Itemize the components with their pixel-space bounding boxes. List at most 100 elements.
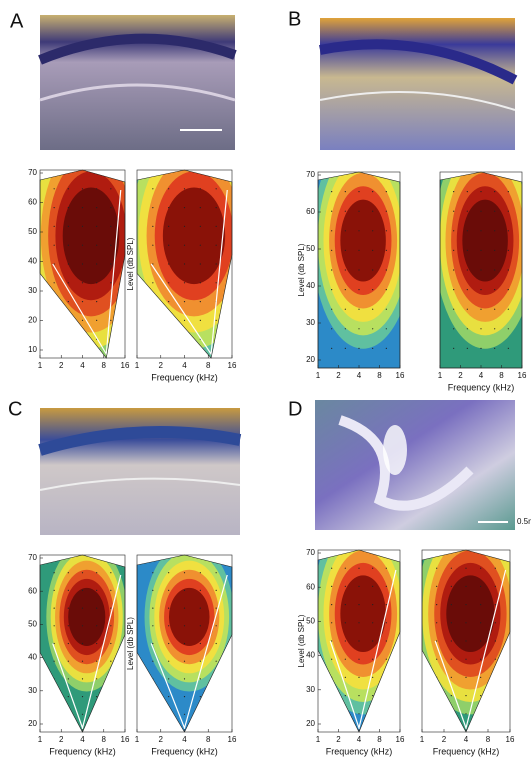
sample-dot	[152, 282, 154, 284]
panel-letter: C	[8, 398, 22, 420]
sample-dot	[453, 191, 455, 193]
sample-dot	[436, 695, 438, 697]
sample-dot	[152, 319, 154, 321]
sample-dot	[168, 642, 170, 645]
sample-dot	[67, 207, 69, 209]
sample-dot	[183, 572, 186, 574]
sample-dot	[96, 301, 98, 303]
sample-dot	[110, 188, 112, 190]
sample-dot	[436, 622, 438, 624]
sample-dot	[372, 640, 374, 642]
sample-dot	[494, 676, 496, 679]
sample-dot	[385, 230, 387, 232]
sample-dot	[183, 244, 186, 246]
x-tick-label: 16	[228, 361, 237, 370]
sample-dot	[168, 589, 170, 592]
sample-dot	[331, 249, 333, 251]
x-tick-label: 4	[464, 735, 469, 744]
y-tick-label: 40	[28, 257, 37, 266]
sample-dot	[110, 607, 112, 609]
x-axis-label: Frequency (kHz)	[433, 746, 500, 756]
y-tick-label: 30	[306, 685, 315, 694]
sample-dot	[358, 658, 360, 660]
sample-dot	[358, 328, 360, 330]
sample-dot	[385, 567, 387, 569]
sample-dot	[215, 642, 217, 645]
sample-dot	[372, 269, 374, 271]
y-tick-label: 70	[306, 170, 315, 179]
sample-dot	[465, 567, 467, 569]
x-tick-label: 4	[182, 361, 187, 370]
sample-dot	[183, 678, 186, 680]
sample-dot	[67, 338, 69, 340]
sample-dot	[450, 604, 452, 606]
sample-dot	[96, 225, 98, 227]
sample-dot	[372, 622, 374, 624]
sample-dot	[183, 338, 186, 340]
sample-dot	[96, 678, 98, 680]
y-tick-label: 60	[28, 198, 37, 207]
sample-dot	[331, 622, 333, 624]
sample-dot	[168, 696, 170, 698]
sample-dot	[67, 696, 69, 698]
sample-dot	[168, 225, 170, 227]
x-tick-label: 8	[102, 361, 107, 370]
sample-dot	[67, 319, 69, 321]
y-tick-label: 50	[306, 244, 315, 253]
sample-dot	[67, 625, 69, 627]
y-tick-label: 40	[28, 653, 37, 662]
sample-dot	[53, 188, 55, 190]
sample-dot	[480, 210, 482, 212]
sample-dot	[344, 289, 346, 291]
sample-dot	[110, 207, 112, 209]
x-tick-label: 2	[442, 735, 447, 744]
sample-dot	[110, 282, 112, 284]
y-tick-label: 40	[306, 281, 315, 290]
sample-dot	[358, 269, 360, 271]
sample-dot	[450, 713, 452, 715]
sample-dot	[183, 713, 186, 715]
sample-dot	[358, 622, 360, 624]
sample-dot	[466, 328, 468, 330]
x-tick-label: 8	[206, 735, 211, 744]
sample-dot	[53, 713, 55, 715]
x-tick-label: 2	[59, 735, 64, 744]
x-axis-label: Frequency (kHz)	[151, 372, 218, 382]
y-tick-label: 50	[306, 617, 315, 626]
contour-fill	[318, 172, 400, 368]
sample-dot	[215, 244, 217, 246]
sample-dot	[331, 585, 333, 588]
sample-dot	[81, 282, 84, 284]
x-tick-label: 2	[159, 361, 164, 370]
y-axis-label: Level (db SPL)	[297, 614, 306, 667]
sample-dot	[199, 319, 201, 321]
sample-dot	[436, 567, 438, 569]
x-tick-label: 16	[518, 371, 527, 380]
sample-dot	[344, 210, 346, 212]
sample-dot	[331, 658, 333, 660]
sample-dot	[453, 230, 455, 232]
sample-dot	[358, 210, 360, 212]
x-tick-label: 8	[102, 735, 107, 744]
threshold-line	[150, 574, 228, 730]
sample-dot	[53, 572, 55, 574]
sample-dot	[168, 625, 170, 627]
sample-dot	[215, 572, 217, 574]
sample-dot	[358, 567, 360, 569]
sample-dot	[436, 640, 438, 642]
sample-dot	[215, 589, 217, 592]
sample-dot	[152, 607, 154, 609]
contour-fill	[440, 172, 522, 368]
x-tick-label: 16	[506, 735, 515, 744]
sample-dot	[453, 210, 455, 212]
sample-dot	[168, 713, 170, 715]
sample-dot	[385, 249, 387, 251]
sample-dot	[331, 210, 333, 212]
sample-dot	[199, 607, 201, 609]
x-tick-label: 1	[438, 371, 443, 380]
sample-dot	[199, 207, 201, 209]
sample-dot	[53, 625, 55, 627]
sample-dot	[168, 338, 170, 340]
sample-dot	[372, 567, 374, 569]
